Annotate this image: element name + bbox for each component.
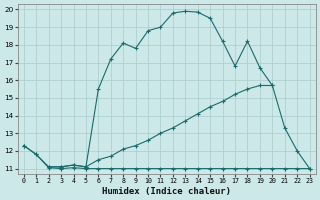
X-axis label: Humidex (Indice chaleur): Humidex (Indice chaleur)	[102, 187, 231, 196]
